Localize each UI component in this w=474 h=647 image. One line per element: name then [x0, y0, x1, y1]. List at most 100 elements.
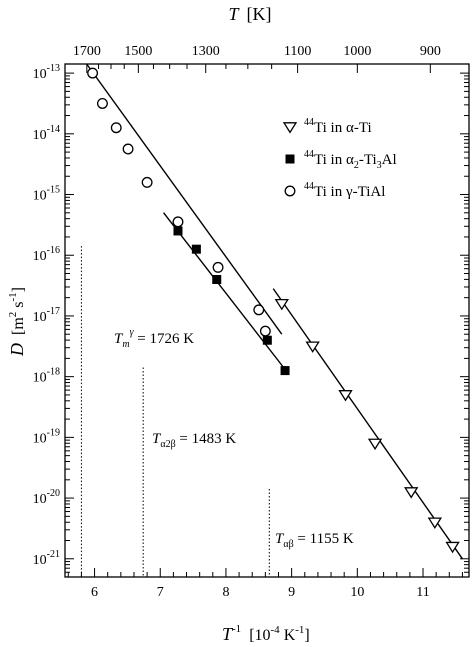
reference-lines	[80, 246, 270, 577]
y-tick-exponent: -21	[47, 549, 60, 560]
y-tick-base: 10	[33, 67, 47, 82]
x-axis-title: T-1 [10-4 K-1]	[222, 623, 310, 644]
annot-melting-sup: γ	[130, 327, 135, 338]
y-tick-base: 10	[33, 492, 47, 507]
y-tick-base: 10	[33, 553, 47, 568]
y-tick-label: 10-13	[33, 63, 60, 82]
annot-alpha2beta-temp: Tα2β = 1483 K	[152, 431, 236, 450]
data-point	[445, 541, 460, 554]
legend-label-gamma-tial: 44Ti in γ-TiAl	[304, 181, 385, 200]
legend-label-alpha2-sub2: 3	[377, 160, 382, 171]
annot-melting-main: T	[114, 331, 124, 347]
fit-line	[162, 212, 289, 375]
annot-melting-tail: = 1726 K	[134, 331, 195, 347]
y-axis-title-symbol: D	[7, 343, 27, 357]
y-tick-exponent: -20	[47, 488, 60, 499]
y-axis-title-unit: [m	[10, 317, 27, 335]
y-tick-base: 10	[33, 371, 47, 386]
y-axis-title-unit-mid-sup: -1	[7, 292, 19, 301]
data-point	[259, 325, 271, 337]
y-tick-base: 10	[33, 431, 47, 446]
data-point	[427, 517, 443, 529]
data-point	[305, 341, 320, 353]
legend-label-gamma-sup: 44	[304, 181, 314, 192]
legend-label-alpha2-sup: 44	[304, 149, 314, 160]
y-tick-exponent: -17	[47, 306, 60, 317]
top-tick-label: 1100	[284, 44, 311, 59]
legend-label-alpha2-tail2: Al	[382, 152, 397, 168]
x-axis-title-unit: [10	[249, 627, 270, 644]
annot-alphabeta-tail: = 1155 K	[294, 531, 354, 547]
x-tick-label: 7	[157, 585, 164, 600]
y-axis-title-unit-mid: s	[10, 301, 27, 311]
data-point	[404, 487, 419, 499]
top-axis-title: T [K]	[228, 4, 271, 24]
y-tick-base: 10	[33, 310, 47, 325]
y-tick-exponent: -19	[47, 427, 60, 438]
data-points	[87, 67, 460, 554]
y-tick-label: 10-21	[33, 549, 60, 568]
annot-alphabeta-temp: Tαβ = 1155 K	[275, 531, 354, 550]
data-point	[141, 176, 153, 188]
legend-marker	[285, 154, 295, 164]
x-tick-label: 11	[416, 585, 429, 600]
legend-entry-alpha2-ti3al: 44Ti in α2-Ti3Al	[304, 149, 397, 171]
x-axis-title-unit-tail: K	[280, 627, 296, 644]
data-point	[122, 143, 134, 155]
data-point	[173, 226, 183, 236]
y-tick-label: 10-16	[33, 245, 60, 264]
legend-label-alpha2-sub: 2	[354, 160, 359, 171]
legend-marker	[284, 185, 296, 197]
y-tick-label: 10-14	[33, 124, 60, 143]
data-point	[274, 298, 289, 311]
plot-frame	[64, 63, 470, 578]
top-tick-label: 1500	[124, 44, 152, 59]
y-tick-label: 10-19	[33, 427, 60, 446]
data-point	[253, 304, 265, 316]
legend	[282, 122, 298, 197]
data-point	[172, 216, 184, 228]
y-tick-exponent: -14	[47, 124, 60, 135]
data-point	[367, 438, 383, 451]
top-tick-label: 1700	[73, 44, 101, 59]
y-tick-exponent: -18	[47, 367, 60, 378]
legend-label-alpha2-ti3al: 44Ti in α2-Ti3Al	[304, 149, 397, 171]
legend-label-alpha-ti-sup: 44	[304, 117, 314, 128]
y-axis-title-unit-close: ]	[10, 287, 27, 292]
x-tick-label: 10	[350, 585, 364, 600]
legend-label-alpha-ti-main: Ti in α-Ti	[314, 120, 372, 136]
x-tick-label: 9	[288, 585, 295, 600]
y-tick-base: 10	[33, 128, 47, 143]
y-tick-base: 10	[33, 189, 47, 204]
top-tick-label: 1000	[343, 44, 371, 59]
y-tick-exponent: -15	[47, 185, 60, 196]
annot-alphabeta-sub: αβ	[283, 539, 293, 550]
data-point	[212, 275, 222, 285]
x-tick-label: 8	[222, 585, 229, 600]
legend-label-alpha2-tail: -Ti	[359, 152, 377, 168]
x-tick-label: 6	[91, 585, 98, 600]
x-axis-title-sup: -1	[232, 623, 241, 635]
fit-line	[86, 63, 283, 335]
data-point	[110, 122, 122, 134]
data-point	[212, 261, 224, 273]
legend-label-alpha2-main: Ti in α	[314, 152, 354, 168]
x-axis-title-symbol: T	[222, 624, 234, 644]
legend-marker	[282, 122, 298, 134]
top-axis-title-symbol: T	[228, 4, 240, 24]
axis-ticks	[65, 64, 469, 577]
plot-border	[64, 63, 470, 578]
annot-alpha2beta-sub: α2β	[160, 439, 175, 450]
top-tick-label: 1300	[192, 44, 220, 59]
data-point	[191, 244, 201, 254]
legend-label-gamma-main: Ti in γ-TiAl	[314, 184, 385, 200]
legend-entry-gamma-tial: 44Ti in γ-TiAl	[304, 181, 385, 200]
annot-alpha2beta-tail: = 1483 K	[176, 431, 237, 447]
top-tick-label: 900	[420, 44, 441, 59]
data-point	[280, 366, 290, 376]
annot-melting-sub: m	[122, 339, 129, 350]
top-axis-title-unit: [K]	[247, 4, 272, 24]
x-axis-title-unit-tail-sup: -1	[295, 624, 304, 636]
data-point	[262, 335, 272, 345]
